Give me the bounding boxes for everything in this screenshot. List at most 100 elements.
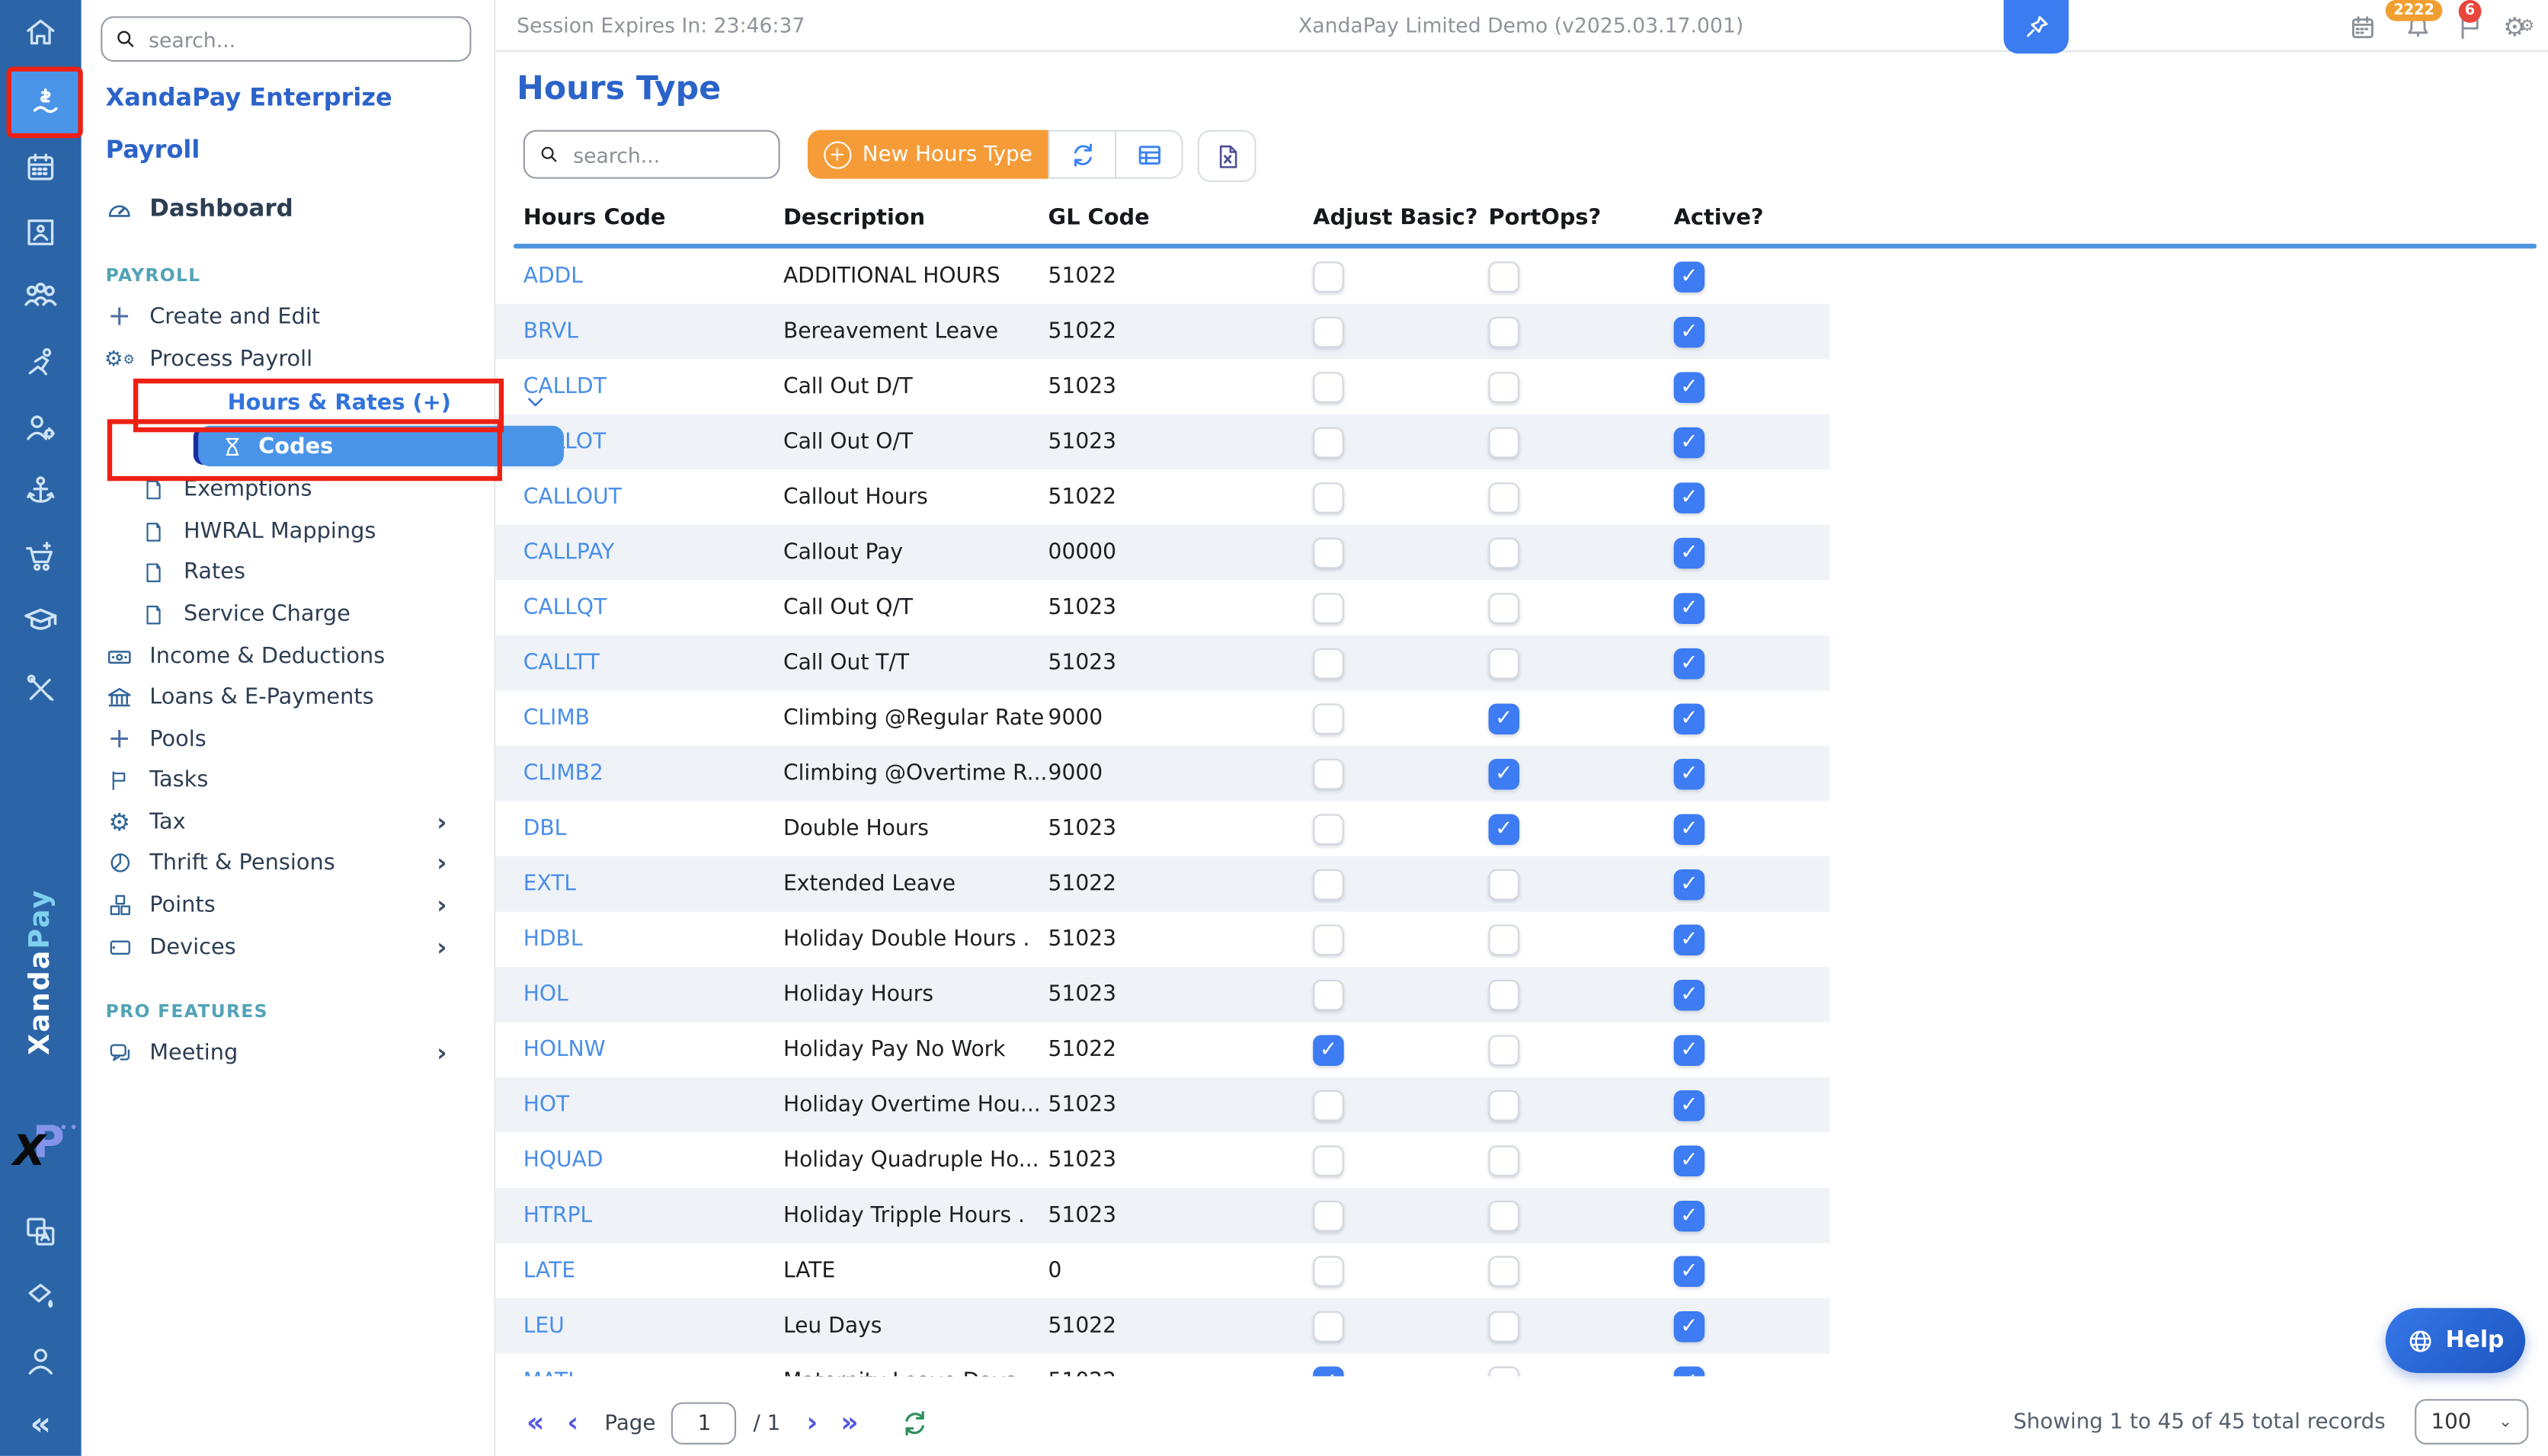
portops-checkbox[interactable] [1488,1034,1520,1065]
adjust-basic-checkbox[interactable] [1313,647,1344,679]
active-checkbox[interactable] [1673,426,1705,458]
active-checkbox[interactable] [1673,1255,1705,1286]
paint-icon[interactable] [21,1277,60,1316]
portops-checkbox[interactable] [1488,1199,1520,1231]
portops-checkbox[interactable] [1488,868,1520,900]
cart-plus-icon[interactable] [21,538,60,577]
active-checkbox[interactable] [1673,1144,1705,1176]
active-checkbox[interactable] [1673,1365,1705,1377]
first-page-button[interactable]: « [526,1406,545,1439]
portops-checkbox[interactable] [1488,482,1520,513]
adjust-basic-checkbox[interactable] [1313,371,1344,402]
hours-code-link[interactable]: HDBL [523,926,583,952]
adjust-basic-checkbox[interactable] [1313,536,1344,568]
anchor-icon[interactable] [21,471,60,510]
portops-checkbox[interactable] [1488,536,1520,568]
portops-checkbox[interactable] [1488,923,1520,955]
active-checkbox[interactable] [1673,1089,1705,1121]
sidebar-item-rates[interactable]: Rates [139,552,469,591]
portops-checkbox[interactable] [1488,315,1520,347]
module-name[interactable]: Payroll [105,135,200,165]
settings-gears-icon[interactable]: ⚙ ⚙ [2503,11,2535,43]
portops-checkbox[interactable] [1488,757,1520,789]
portops-checkbox[interactable] [1488,592,1520,623]
adjust-basic-checkbox[interactable] [1313,1089,1344,1121]
sidebar-search-input[interactable] [145,25,457,53]
hours-code-link[interactable]: CLIMB2 [523,761,603,786]
active-checkbox[interactable] [1673,647,1705,679]
portops-checkbox[interactable] [1488,426,1520,458]
active-checkbox[interactable] [1673,923,1705,955]
next-page-button[interactable]: › [806,1406,818,1439]
tools-icon[interactable] [21,670,60,709]
portops-checkbox[interactable] [1488,371,1520,402]
sidebar-item-devices[interactable]: Devices › [106,928,470,967]
org-name[interactable]: XandaPay Enterprize [105,82,392,113]
portops-checkbox[interactable] [1488,702,1520,734]
hours-code-link[interactable]: DBL [523,816,567,841]
reload-table-button[interactable] [901,1409,930,1438]
column-header-hours-code[interactable]: Hours Code [523,204,666,231]
active-checkbox[interactable] [1673,1034,1705,1065]
sidebar-item-points[interactable]: Points › [106,885,470,924]
portops-checkbox[interactable] [1488,1310,1520,1342]
help-button[interactable]: Help [2385,1307,2526,1374]
adjust-basic-checkbox[interactable] [1313,1310,1344,1342]
adjust-basic-checkbox[interactable] [1313,482,1344,513]
adjust-basic-checkbox[interactable] [1313,702,1344,734]
adjust-basic-checkbox[interactable] [1313,757,1344,789]
hours-code-link[interactable]: LATE [523,1258,576,1283]
active-checkbox[interactable] [1673,261,1705,292]
export-excel-button[interactable] [1197,130,1256,182]
hours-code-link[interactable]: HOT [523,1093,570,1118]
active-checkbox[interactable] [1673,978,1705,1010]
adjust-basic-checkbox[interactable] [1313,1365,1344,1377]
hours-code-link[interactable]: HOLNW [523,1037,606,1062]
people-group-icon[interactable] [21,277,60,315]
adjust-basic-checkbox[interactable] [1313,978,1344,1010]
runner-icon[interactable] [21,343,60,382]
sidebar-search[interactable] [101,16,472,62]
sidebar-item-process-payroll[interactable]: ⚙ ⚙ Process Payroll [104,340,470,379]
adjust-basic-checkbox[interactable] [1313,1034,1344,1065]
hours-code-link[interactable]: EXTL [523,872,577,897]
active-checkbox[interactable] [1673,315,1705,347]
calendar-icon[interactable] [21,148,60,187]
portops-checkbox[interactable] [1488,978,1520,1010]
hours-code-link[interactable]: HQUAD [523,1147,603,1173]
active-checkbox[interactable] [1673,536,1705,568]
adjust-basic-checkbox[interactable] [1313,426,1344,458]
hours-code-link[interactable]: CALLPAY [523,540,615,565]
translate-icon[interactable] [21,1212,60,1251]
portops-checkbox[interactable] [1488,1365,1520,1377]
sidebar-item-thrift-pensions[interactable]: Thrift & Pensions › [106,843,470,882]
sidebar-item-codes[interactable]: Codes [198,425,565,467]
hours-code-link[interactable]: CALLTT [523,651,600,676]
home-icon[interactable] [21,13,60,52]
portops-checkbox[interactable] [1488,261,1520,292]
last-page-button[interactable]: » [840,1406,859,1439]
adjust-basic-checkbox[interactable] [1313,868,1344,900]
column-settings-button[interactable] [1115,131,1181,178]
portops-checkbox[interactable] [1488,647,1520,679]
adjust-basic-checkbox[interactable] [1313,261,1344,292]
sidebar-item-pools[interactable]: + Pools [106,720,470,759]
table-search[interactable] [523,130,780,179]
person-icon[interactable] [21,1342,60,1381]
active-checkbox[interactable] [1673,702,1705,734]
adjust-basic-checkbox[interactable] [1313,1255,1344,1286]
new-hours-type-button[interactable]: + New Hours Type [807,130,1048,179]
sidebar-item-dashboard[interactable]: Dashboard [106,190,470,229]
person-gear-icon[interactable] [21,409,60,448]
active-checkbox[interactable] [1673,592,1705,623]
hours-code-link[interactable]: CALLQT [523,595,607,620]
sidebar-item-create-and-edit[interactable]: + Create and Edit [106,297,470,336]
page-number-input[interactable] [671,1402,738,1445]
hours-code-link[interactable]: CALLDT [523,374,607,399]
calendar-icon[interactable] [2347,11,2380,44]
sidebar-item-income-deductions[interactable]: Income & Deductions [106,637,470,676]
adjust-basic-checkbox[interactable] [1313,592,1344,623]
column-header-description[interactable]: Description [783,204,926,231]
hours-code-link[interactable]: BRVL [523,319,578,344]
hours-code-link[interactable]: HOL [523,982,568,1007]
